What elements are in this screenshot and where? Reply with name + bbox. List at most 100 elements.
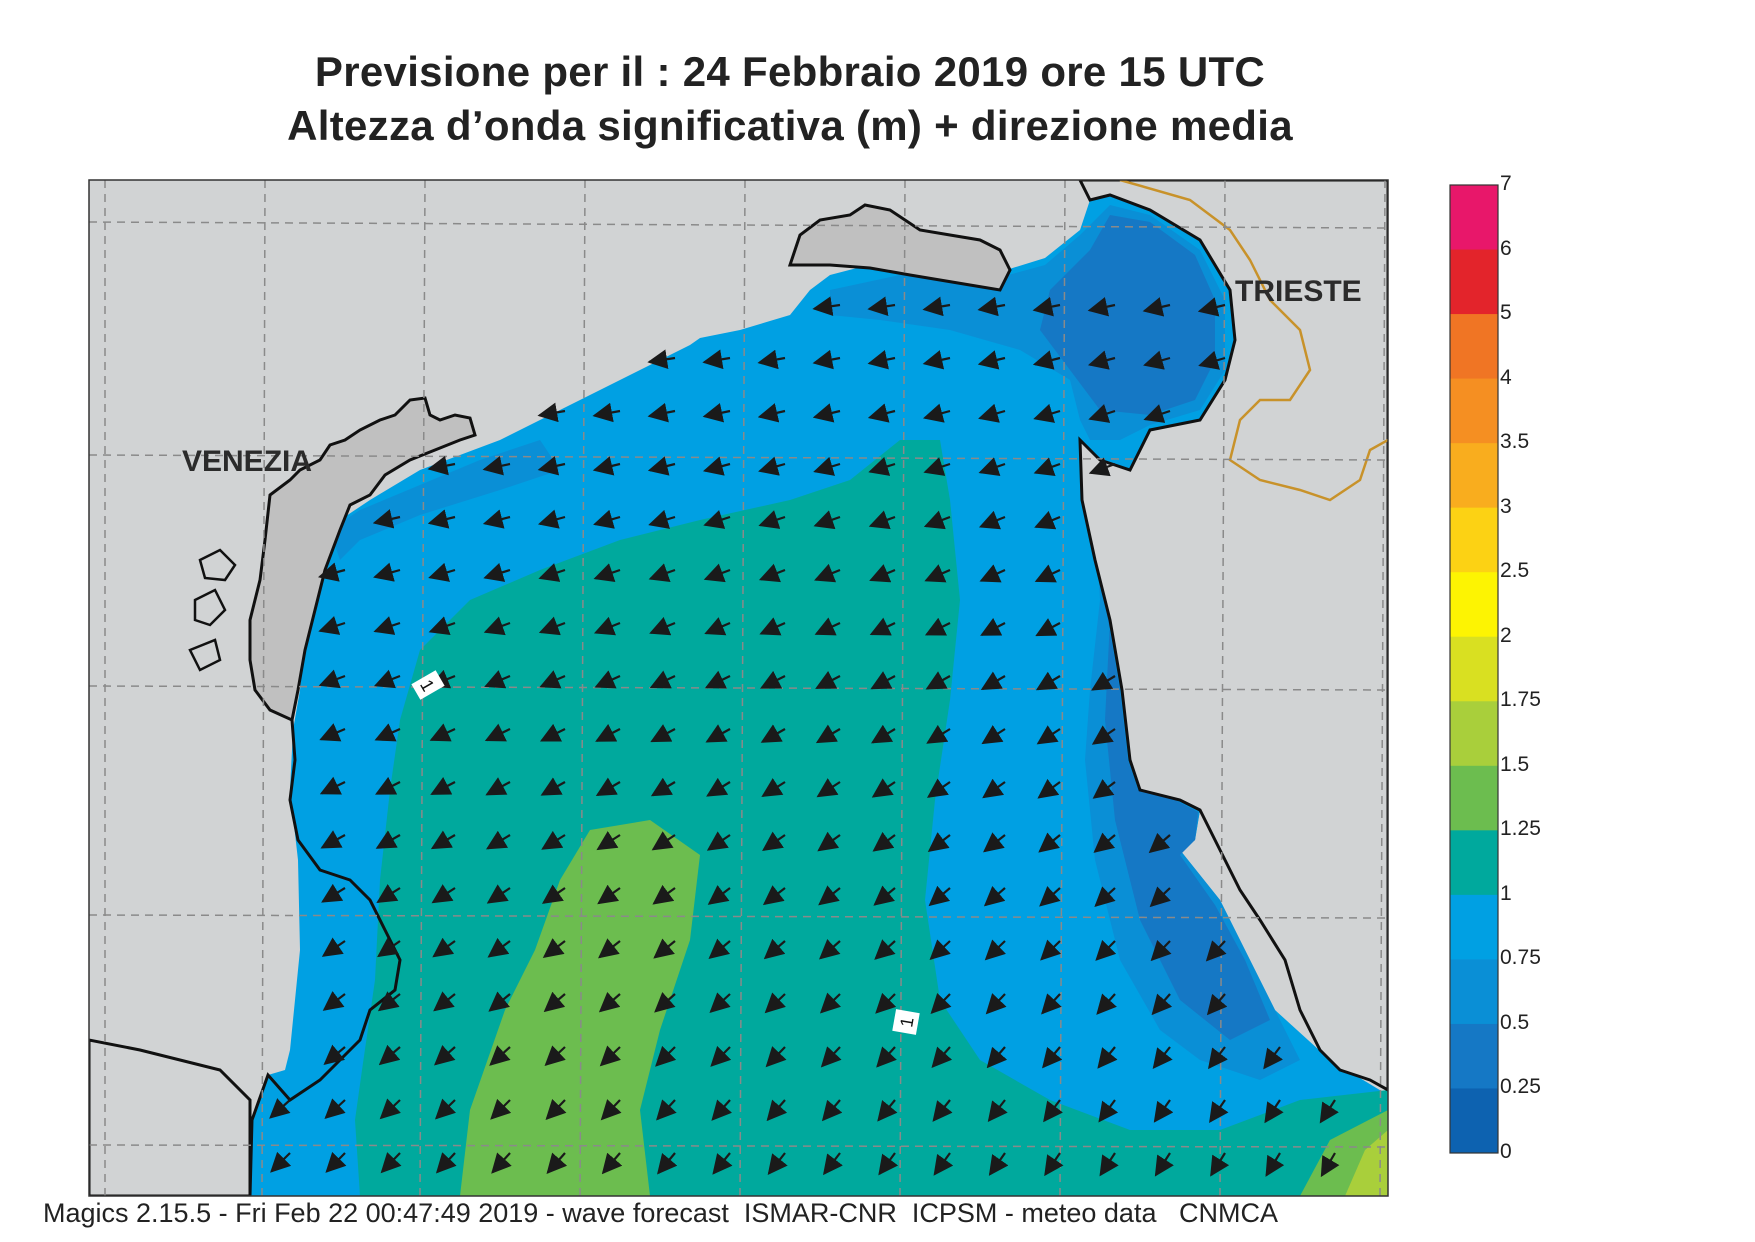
- wave-direction-arrow: [932, 1099, 953, 1122]
- colorbar-tick-label: 3: [1500, 494, 1512, 518]
- wave-direction-arrow: [1087, 297, 1116, 317]
- wave-direction-arrow: [1265, 1152, 1285, 1177]
- wave-direction-arrow: [491, 1152, 512, 1174]
- city-label-venezia: VENEZIA: [182, 445, 313, 478]
- colorbar-tick-label: 6: [1500, 236, 1512, 260]
- wave-direction-arrow: [1034, 564, 1061, 583]
- lagoon-island-1: [198, 548, 237, 582]
- wave-direction-arrow: [760, 724, 786, 743]
- wave-direction-arrow: [321, 883, 346, 903]
- istria-coast: [1078, 180, 1388, 1092]
- wave-direction-arrow: [931, 1046, 953, 1068]
- wave-direction-arrow: [598, 938, 621, 959]
- wave-direction-arrow: [1091, 725, 1116, 745]
- wave-direction-arrow: [759, 617, 786, 636]
- wave-direction-arrow: [319, 723, 346, 742]
- wave-direction-arrow: [1205, 940, 1227, 962]
- colorbar-tick-label: 4: [1500, 365, 1512, 389]
- wave-direction-arrow: [647, 349, 676, 370]
- lagoon-island-3: [188, 638, 222, 672]
- wave-direction-arrow: [815, 670, 841, 689]
- wave-direction-arrow: [878, 1152, 899, 1176]
- wave-direction-arrow: [869, 564, 896, 583]
- colorbar-swatch: [1450, 507, 1498, 573]
- wave-direction-arrow: [979, 564, 1006, 583]
- wave-direction-arrow: [1149, 886, 1171, 908]
- wave-direction-arrow: [323, 1044, 346, 1065]
- wave-direction-arrow: [813, 510, 841, 530]
- wave-direction-arrow: [537, 456, 566, 476]
- wave-direction-arrow: [1040, 939, 1062, 961]
- wave-direction-arrow: [595, 777, 621, 796]
- wave-direction-arrow: [546, 1152, 568, 1174]
- wave-direction-arrow: [649, 670, 676, 689]
- wave-direction-arrow: [706, 831, 731, 851]
- wave-direction-arrow: [703, 563, 731, 583]
- wave-direction-arrow: [593, 509, 621, 529]
- wave-direction-arrow: [703, 510, 731, 529]
- wave-direction-arrow: [376, 884, 401, 903]
- wave-direction-arrow: [812, 296, 841, 316]
- wave-direction-arrow: [487, 937, 511, 958]
- wave-direction-arrow: [705, 724, 731, 743]
- wave-direction-arrow: [372, 509, 401, 529]
- wave-direction-arrow: [821, 1099, 843, 1122]
- wave-direction-arrow: [650, 777, 676, 797]
- wave-direction-arrow: [877, 1099, 898, 1122]
- wave-direction-arrow: [923, 510, 951, 530]
- wave-zone-1.25-1.5m: [460, 820, 700, 1196]
- wave-direction-arrow: [599, 1045, 621, 1067]
- wave-direction-arrow: [486, 830, 511, 850]
- wave-direction-arrow: [1091, 671, 1116, 691]
- wave-direction-arrow: [320, 830, 346, 849]
- wave-direction-arrow: [868, 456, 896, 476]
- colorbar-tick-label: 0.5: [1500, 1010, 1530, 1034]
- wave-direction-arrow: [484, 670, 511, 689]
- wave-direction-arrow: [598, 991, 621, 1013]
- wave-direction-arrow: [482, 509, 511, 529]
- west-coastline: [248, 719, 402, 1196]
- wave-direction-arrow: [876, 1046, 897, 1068]
- colorbar-tick-label: 1.5: [1500, 752, 1530, 776]
- wave-direction-arrow: [1264, 1099, 1284, 1124]
- wave-direction-arrow: [654, 992, 676, 1013]
- wave-direction-arrow: [482, 455, 511, 476]
- wave-direction-arrow: [542, 938, 566, 959]
- wave-direction-arrow: [537, 402, 566, 423]
- wave-direction-arrow: [760, 670, 786, 689]
- wave-direction-arrow: [702, 456, 731, 476]
- wave-direction-arrow: [490, 1098, 512, 1120]
- wave-direction-arrow: [711, 1099, 732, 1121]
- wave-direction-arrow: [1206, 993, 1228, 1016]
- wave-direction-arrow: [758, 456, 786, 476]
- wave-direction-arrow: [538, 563, 566, 582]
- wave-direction-arrow: [926, 778, 951, 798]
- wave-direction-arrow: [702, 349, 731, 370]
- wave-direction-arrow: [543, 991, 566, 1013]
- wave-direction-arrow: [867, 403, 896, 423]
- map-subtitle: Altezza d’onda significativa (m) + direz…: [287, 102, 1293, 149]
- wave-direction-arrow: [540, 777, 566, 796]
- wave-direction-arrow: [758, 510, 786, 529]
- wave-direction-arrow: [318, 669, 346, 689]
- wave-direction-arrow: [982, 778, 1006, 799]
- contour-label-1: 1: [411, 670, 445, 700]
- wave-direction-arrow: [377, 937, 401, 958]
- wave-direction-arrow: [1093, 832, 1116, 853]
- wave-direction-arrow: [595, 723, 621, 742]
- colorbar-swatch: [1450, 249, 1498, 315]
- wave-direction-arrow: [1319, 1099, 1339, 1124]
- wave-direction-arrow: [1034, 510, 1061, 530]
- wave-direction-arrow: [818, 885, 841, 906]
- lagoon-island-2: [193, 588, 227, 627]
- wave-direction-arrow: [1099, 1152, 1119, 1177]
- wave-direction-arrow: [820, 1046, 842, 1068]
- lowest-wave-zone-east: [1096, 520, 1270, 1040]
- wave-direction-arrow: [1209, 1099, 1229, 1124]
- wave-direction-arrow: [712, 1152, 733, 1175]
- wave-direction-arrow: [871, 724, 896, 744]
- wave-direction-arrow: [980, 671, 1006, 690]
- colorbar-swatch: [1450, 185, 1498, 251]
- map-title: Previsione per il : 24 Febbraio 2019 ore…: [314, 48, 1266, 95]
